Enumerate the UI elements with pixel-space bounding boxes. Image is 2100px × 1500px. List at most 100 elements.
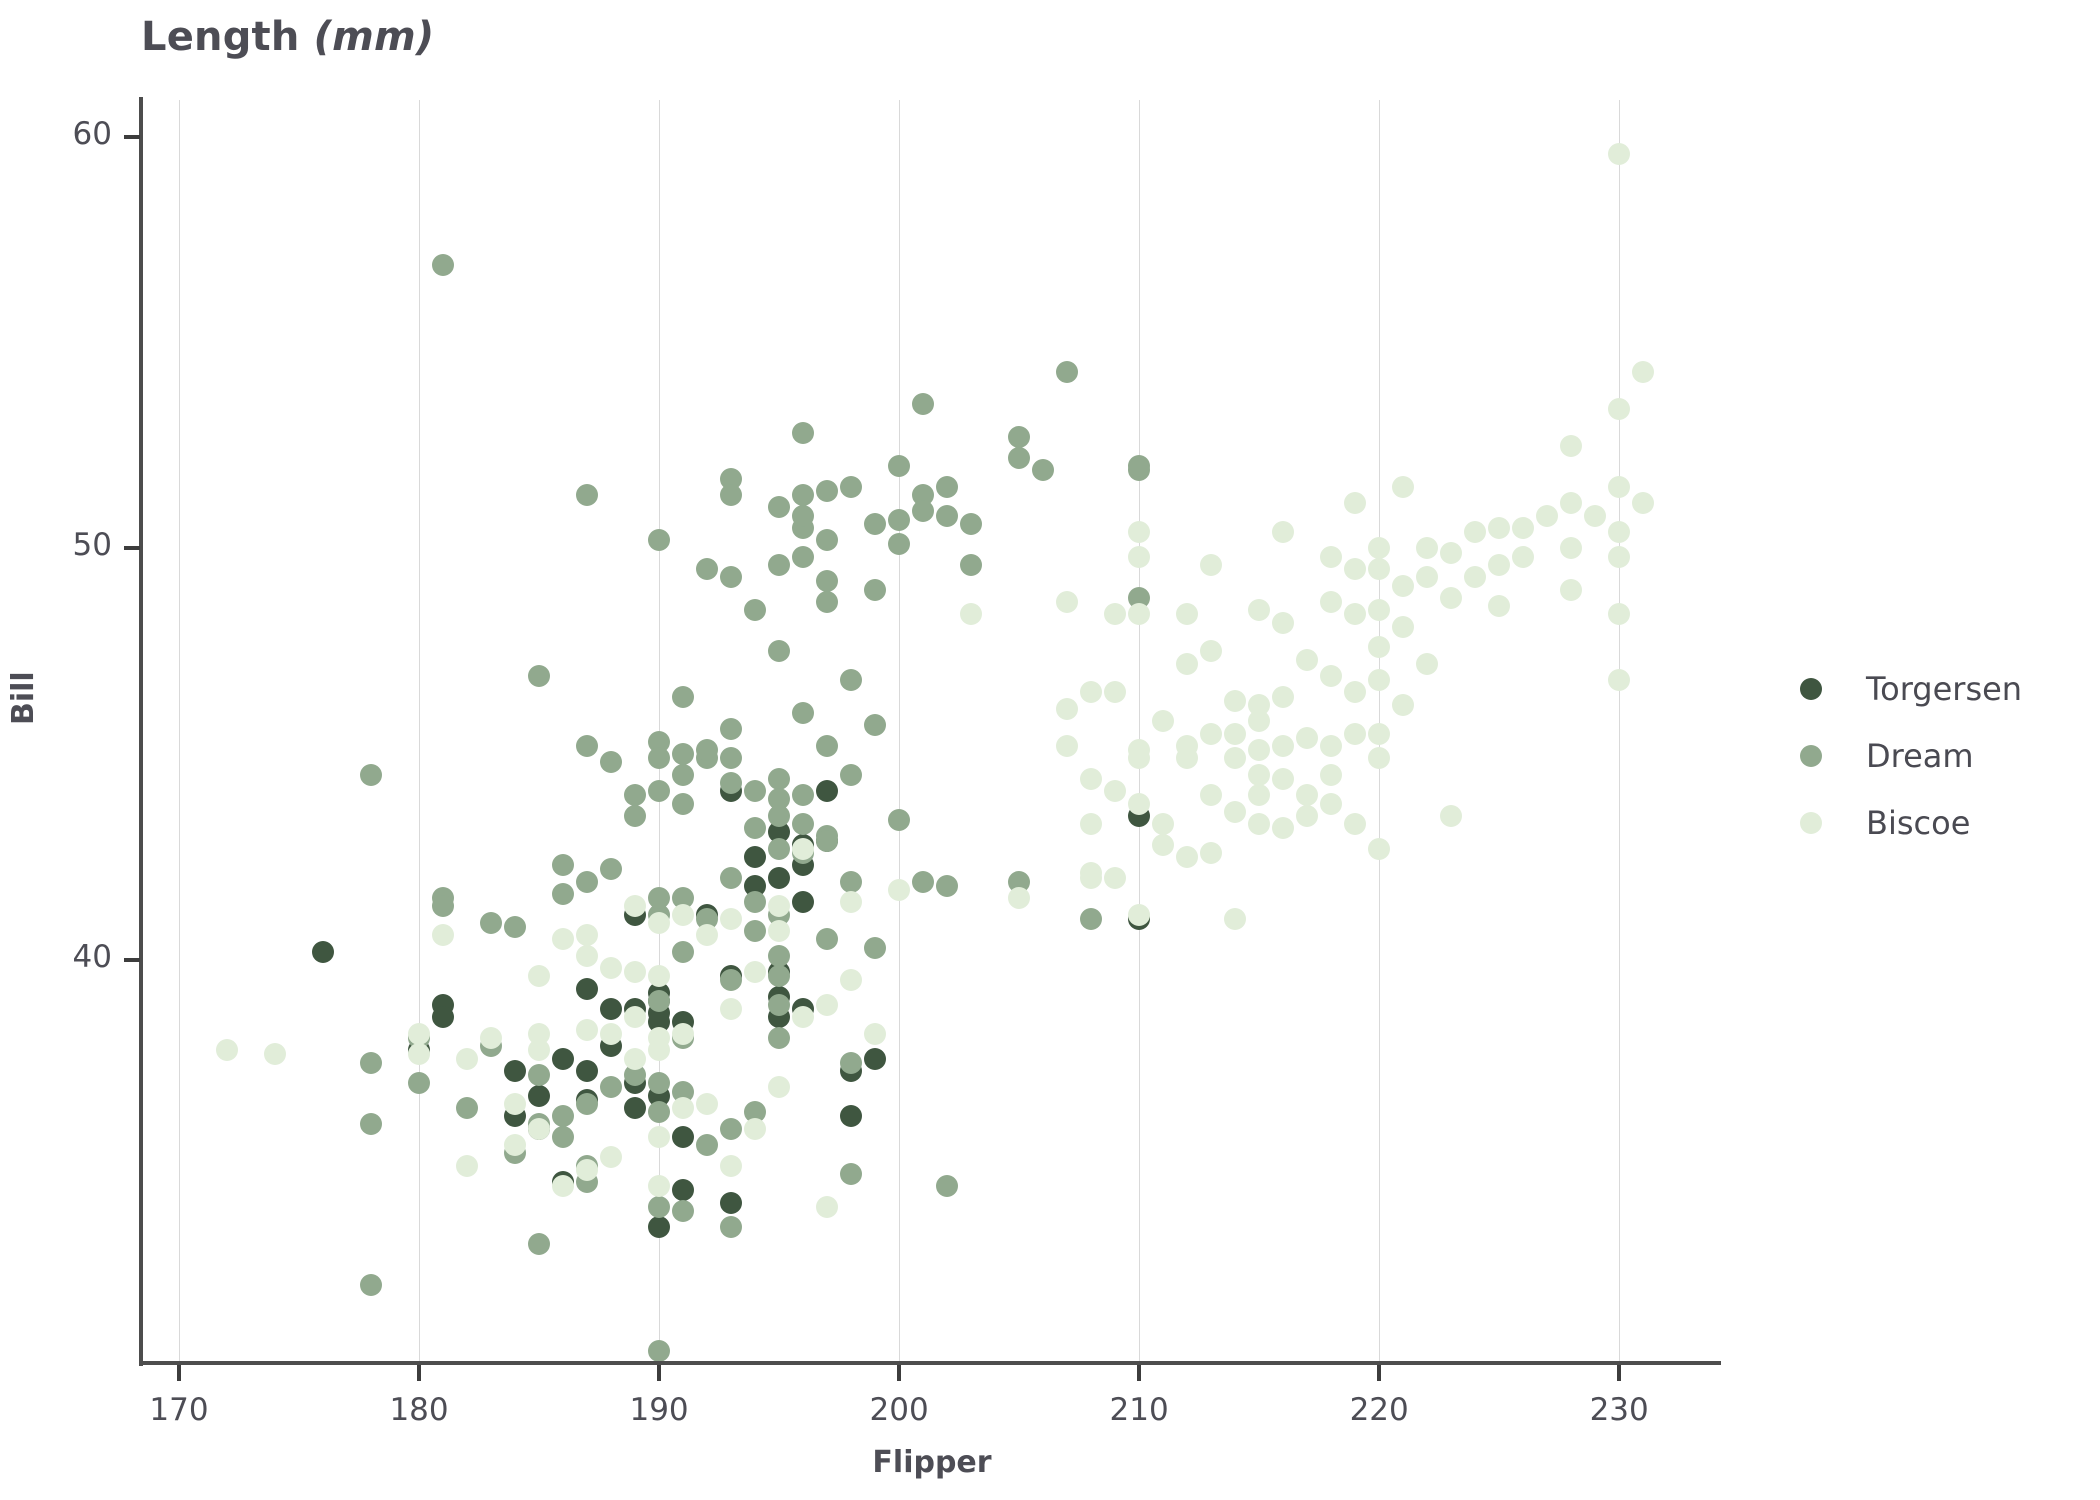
data-point: [960, 512, 983, 535]
data-point: [600, 751, 623, 774]
data-point: [504, 1059, 526, 1082]
data-point: [1080, 681, 1103, 704]
data-point: [720, 1154, 743, 1177]
y-tick-label-40: 40: [72, 938, 112, 975]
data-point: [1248, 763, 1271, 786]
data-point: [1368, 537, 1391, 560]
data-point: [624, 784, 647, 807]
legend-item-dream[interactable]: Dream: [1800, 722, 2080, 789]
x-axis-spine: [139, 1361, 1721, 1365]
data-point: [888, 878, 911, 901]
data-point: [504, 915, 526, 938]
data-point: [432, 1006, 454, 1029]
data-point: [1080, 813, 1103, 836]
data-point: [768, 788, 791, 811]
data-point: [1224, 907, 1247, 930]
data-point: [1248, 739, 1271, 761]
plot-area: [143, 100, 1720, 1363]
data-point: [1488, 516, 1511, 539]
data-point: [768, 553, 791, 576]
data-point: [1008, 426, 1031, 449]
data-point: [840, 870, 863, 893]
data-point: [1320, 545, 1343, 568]
data-point: [864, 512, 887, 535]
data-point: [792, 422, 815, 445]
y-tick-label-50: 50: [72, 527, 112, 564]
data-point: [672, 1179, 695, 1202]
data-point: [1368, 722, 1391, 745]
data-point: [1056, 734, 1079, 757]
data-point: [552, 1105, 575, 1128]
data-point: [1560, 578, 1583, 601]
data-point: [888, 455, 911, 478]
data-point: [744, 920, 767, 942]
data-point: [1272, 685, 1295, 708]
data-point: [1560, 537, 1583, 560]
data-point: [936, 475, 959, 498]
data-point: [264, 1043, 286, 1066]
data-point: [624, 1006, 647, 1029]
data-point: [1344, 558, 1367, 580]
data-point: [672, 763, 695, 786]
data-point: [648, 1039, 671, 1062]
data-point: [1104, 681, 1127, 704]
data-point: [720, 483, 743, 506]
data-point: [912, 393, 935, 416]
legend-item-torgersen[interactable]: Torgersen: [1800, 655, 2080, 722]
data-point: [768, 994, 791, 1017]
data-point: [792, 1006, 815, 1029]
legend-swatch-dream-icon: [1800, 744, 1822, 767]
data-point: [360, 1051, 382, 1074]
data-point: [648, 1216, 671, 1239]
data-point: [936, 874, 959, 897]
data-point: [1344, 492, 1367, 515]
y-axis-spine: [139, 97, 143, 1366]
x-tick-label-230: 230: [1589, 1392, 1649, 1428]
data-point: [1632, 360, 1655, 383]
data-point: [768, 640, 791, 663]
data-point: [672, 1199, 695, 1222]
data-point: [720, 566, 743, 589]
data-point: [1080, 767, 1103, 790]
data-point: [888, 508, 911, 531]
data-point: [552, 854, 575, 877]
gridline-x-200: [899, 100, 901, 1363]
data-point: [864, 714, 887, 737]
data-point: [528, 1232, 551, 1255]
gridline-x-230: [1619, 100, 1621, 1363]
data-point: [648, 1195, 671, 1218]
data-point: [1440, 541, 1463, 564]
data-point: [1176, 603, 1199, 626]
data-point: [360, 1113, 382, 1136]
data-point: [1128, 521, 1151, 543]
data-point: [840, 969, 863, 992]
data-point: [1608, 545, 1631, 568]
data-point: [792, 483, 815, 506]
data-point: [1608, 397, 1631, 420]
data-point: [768, 767, 791, 790]
x-tick-230: [1617, 1365, 1622, 1381]
data-point: [1368, 599, 1391, 622]
data-point: [1128, 792, 1151, 815]
data-point: [720, 907, 743, 930]
data-point: [840, 669, 863, 692]
data-point: [768, 920, 791, 942]
data-point: [1296, 784, 1319, 807]
data-point: [768, 496, 791, 519]
legend-item-biscoe[interactable]: Biscoe: [1800, 789, 2080, 856]
data-point: [1464, 521, 1487, 543]
data-point: [1224, 747, 1247, 770]
data-point: [888, 533, 911, 556]
data-point: [360, 763, 382, 786]
data-point: [456, 1154, 478, 1177]
data-point: [1416, 566, 1439, 589]
data-point: [1296, 726, 1319, 749]
data-point: [360, 1273, 382, 1296]
y-tick-label-60: 60: [72, 116, 112, 153]
x-tick-label-180: 180: [389, 1392, 449, 1428]
data-point: [1344, 603, 1367, 626]
data-point: [648, 990, 671, 1012]
data-point: [1272, 817, 1295, 840]
data-point: [528, 1084, 551, 1107]
data-point: [1200, 722, 1223, 745]
